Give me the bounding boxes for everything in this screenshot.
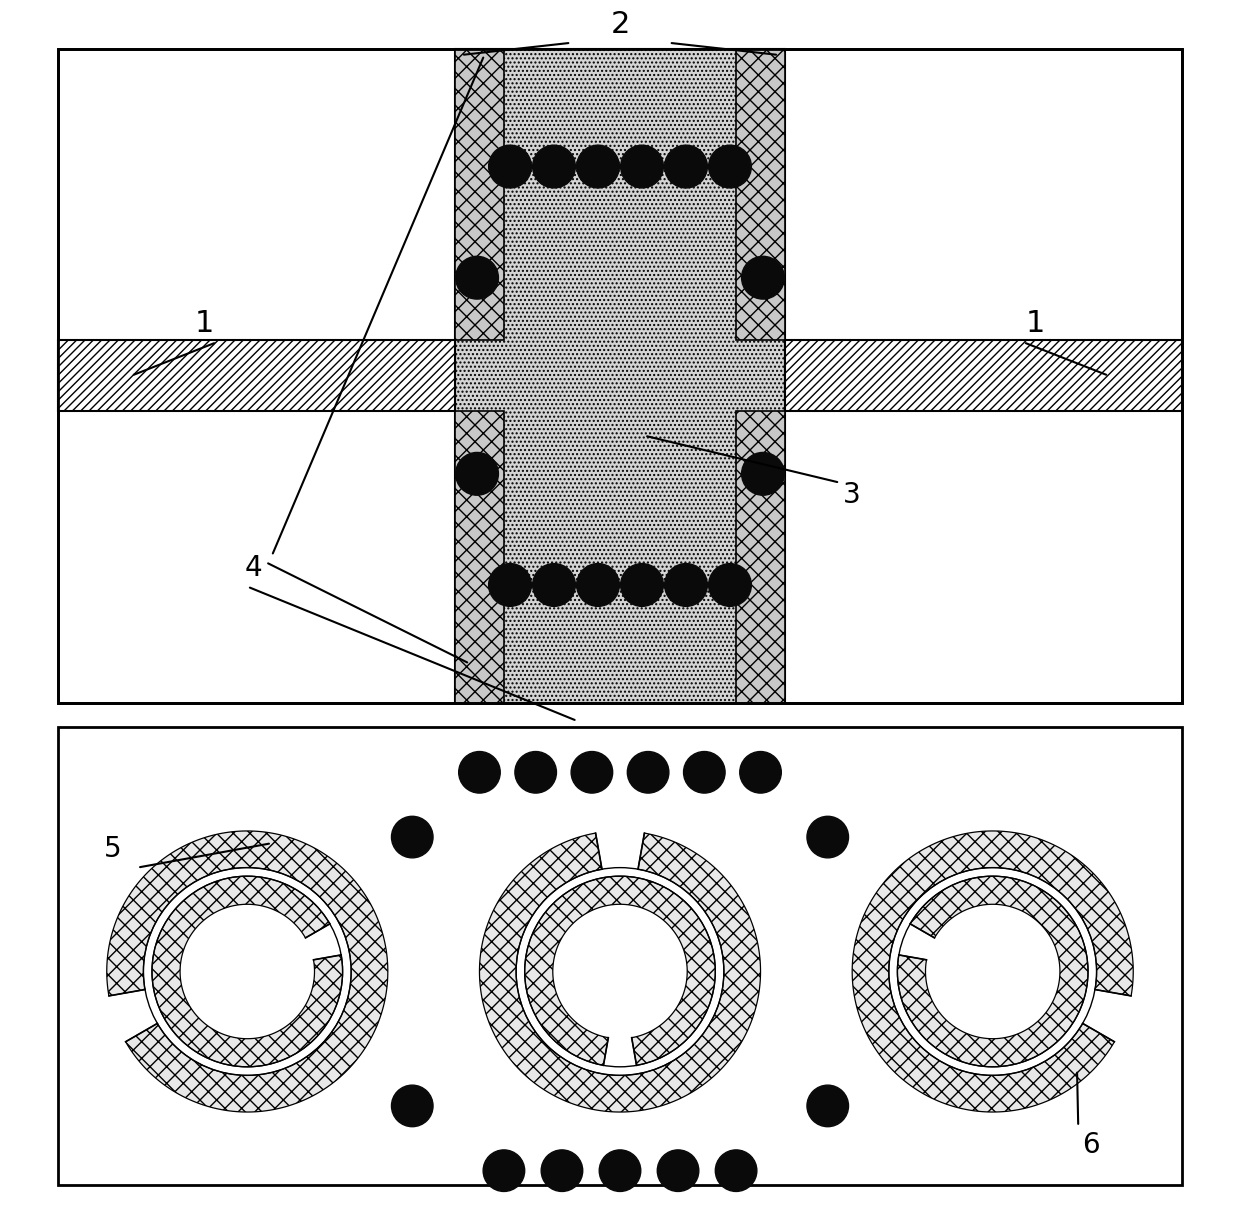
Circle shape — [665, 145, 707, 188]
Polygon shape — [889, 868, 1096, 1075]
Text: 3: 3 — [843, 481, 861, 508]
Text: 1: 1 — [195, 309, 215, 338]
Bar — [58, 49, 1182, 703]
Circle shape — [541, 1150, 583, 1191]
Bar — [455, 49, 785, 703]
Text: 4: 4 — [244, 555, 262, 582]
Circle shape — [459, 752, 500, 793]
Circle shape — [533, 563, 575, 606]
Circle shape — [489, 145, 532, 188]
Bar — [737, 49, 785, 340]
Circle shape — [708, 563, 751, 606]
Text: 2: 2 — [610, 10, 630, 39]
Circle shape — [146, 870, 348, 1073]
Circle shape — [742, 257, 785, 299]
Circle shape — [620, 563, 663, 606]
Bar — [737, 411, 785, 703]
Circle shape — [533, 145, 575, 188]
Circle shape — [708, 145, 751, 188]
Circle shape — [577, 563, 620, 606]
Circle shape — [489, 563, 532, 606]
Circle shape — [620, 145, 663, 188]
Circle shape — [455, 452, 498, 495]
Circle shape — [742, 452, 785, 495]
Bar — [58, 340, 455, 411]
Polygon shape — [852, 831, 1133, 1112]
Bar — [58, 727, 1182, 1185]
Polygon shape — [516, 868, 724, 1075]
Polygon shape — [525, 876, 715, 1066]
Bar — [455, 411, 503, 703]
Polygon shape — [480, 833, 760, 1112]
Circle shape — [807, 1085, 848, 1127]
Circle shape — [599, 1150, 641, 1191]
Circle shape — [515, 752, 557, 793]
Circle shape — [665, 563, 707, 606]
Circle shape — [683, 752, 725, 793]
Circle shape — [715, 1150, 756, 1191]
Circle shape — [577, 145, 620, 188]
Polygon shape — [107, 831, 388, 1112]
Circle shape — [572, 752, 613, 793]
Polygon shape — [898, 876, 1087, 1067]
Circle shape — [892, 870, 1094, 1073]
Circle shape — [807, 816, 848, 858]
Polygon shape — [144, 868, 351, 1075]
Circle shape — [740, 752, 781, 793]
Circle shape — [518, 870, 722, 1073]
Text: 5: 5 — [104, 836, 122, 863]
Circle shape — [392, 1085, 433, 1127]
Text: 6: 6 — [1081, 1132, 1100, 1158]
Circle shape — [627, 752, 668, 793]
Circle shape — [484, 1150, 525, 1191]
Circle shape — [455, 257, 498, 299]
Bar — [455, 49, 503, 340]
Bar — [785, 340, 1182, 411]
Circle shape — [657, 1150, 699, 1191]
Bar — [58, 49, 1182, 703]
Polygon shape — [153, 876, 342, 1067]
Circle shape — [392, 816, 433, 858]
Text: 1: 1 — [1025, 309, 1045, 338]
